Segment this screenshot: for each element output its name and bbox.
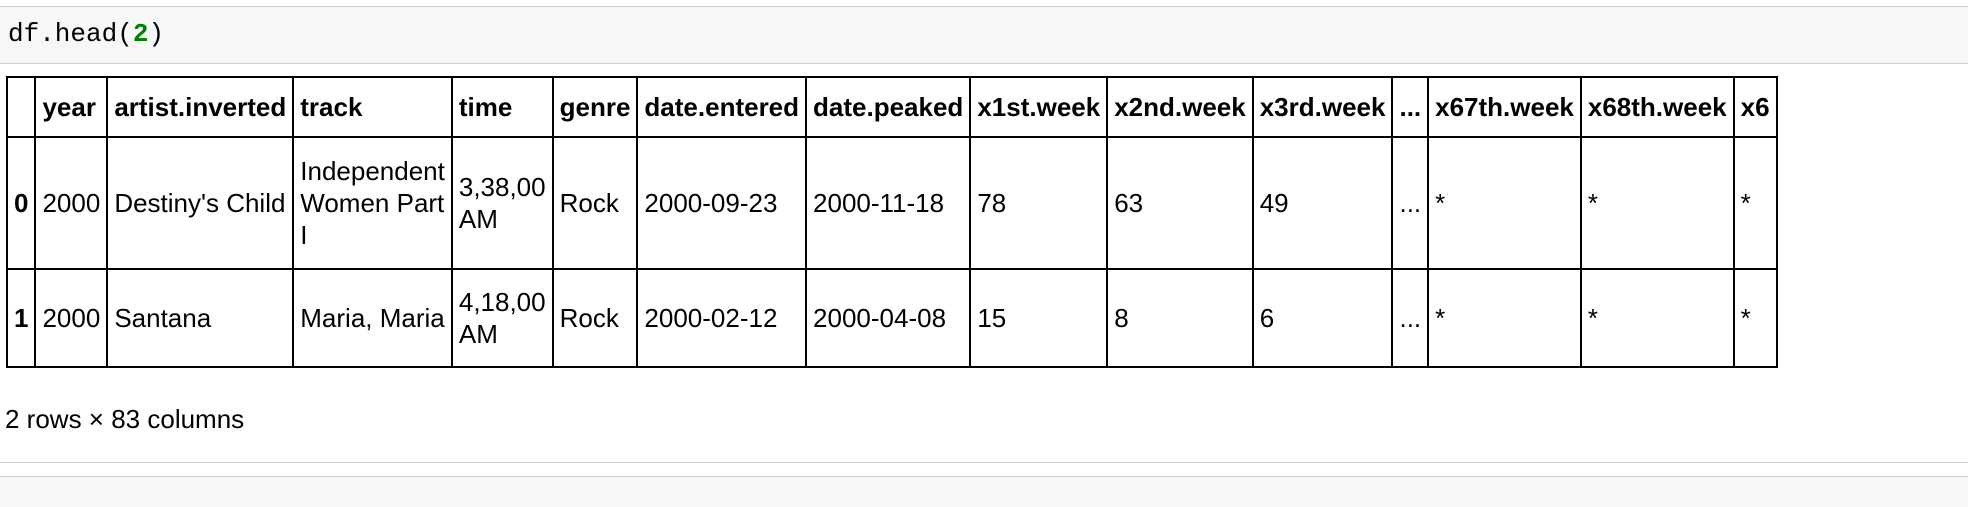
- table-cell: 2000-04-08: [805, 268, 972, 368]
- table-cell: *: [1732, 268, 1778, 368]
- table-cell: 4,18,00 AM: [450, 268, 554, 368]
- table-cell: 2000-02-12: [636, 268, 808, 368]
- column-header: ...: [1391, 76, 1430, 138]
- column-header: date.entered: [636, 76, 808, 138]
- code-prefix: df.head(: [8, 19, 133, 49]
- column-header: genre: [551, 76, 639, 138]
- row-index: 1: [5, 268, 37, 368]
- output-area: year artist.inverted track time genre da…: [5, 76, 1778, 368]
- table-cell: 78: [969, 136, 1109, 270]
- column-header: x3rd.week: [1251, 76, 1394, 138]
- cell-divider: [0, 462, 1968, 463]
- table-cell: 2000: [34, 136, 109, 270]
- table-cell: 49: [1251, 136, 1394, 270]
- table-cell: *: [1579, 268, 1735, 368]
- column-header: year: [34, 76, 109, 138]
- table-cell: *: [1579, 136, 1735, 270]
- table-cell: Maria, Maria: [292, 268, 453, 368]
- table-cell: *: [1427, 136, 1582, 270]
- column-header: time: [450, 76, 554, 138]
- table-cell: 2000-11-18: [805, 136, 972, 270]
- code-suffix: ): [148, 19, 165, 49]
- column-header: [5, 76, 37, 138]
- column-header: x2nd.week: [1106, 76, 1254, 138]
- table-row: 1 2000 Santana Maria, Maria 4,18,00 AM R…: [5, 268, 1778, 368]
- table-row: 0 2000 Destiny's Child Independent Women…: [5, 136, 1778, 270]
- table-cell: *: [1427, 268, 1582, 368]
- column-header: x67th.week: [1427, 76, 1582, 138]
- table-cell: 3,38,00 AM: [450, 136, 554, 270]
- table-cell: Destiny's Child: [106, 136, 295, 270]
- table-cell: Santana: [106, 268, 295, 368]
- column-header: date.peaked: [805, 76, 972, 138]
- table-cell: ...: [1391, 136, 1430, 270]
- code-argument: 2: [132, 19, 149, 49]
- column-header: track: [292, 76, 453, 138]
- dataframe-table: year artist.inverted track time genre da…: [5, 76, 1778, 368]
- table-cell: 63: [1106, 136, 1254, 270]
- table-cell: 15: [969, 268, 1109, 368]
- table-cell: Rock: [551, 136, 639, 270]
- code-text[interactable]: df.head(2): [8, 19, 164, 49]
- column-header: x68th.week: [1579, 76, 1735, 138]
- code-input-cell[interactable]: df.head(2): [0, 6, 1968, 64]
- column-header: x6: [1732, 76, 1778, 138]
- table-cell: ...: [1391, 268, 1430, 368]
- table-cell: 2000: [34, 268, 109, 368]
- next-code-cell[interactable]: [0, 476, 1968, 507]
- table-cell: 2000-09-23: [636, 136, 808, 270]
- table-cell: 6: [1251, 268, 1394, 368]
- table-cell: 8: [1106, 268, 1254, 368]
- table-cell: Rock: [551, 268, 639, 368]
- table-cell: *: [1732, 136, 1778, 270]
- table-header-row: year artist.inverted track time genre da…: [5, 76, 1778, 138]
- column-header: artist.inverted: [106, 76, 295, 138]
- dataframe-shape-summary: 2 rows × 83 columns: [5, 404, 245, 434]
- row-index: 0: [5, 136, 37, 270]
- table-cell: Independent Women Part I: [292, 136, 453, 270]
- column-header: x1st.week: [969, 76, 1109, 138]
